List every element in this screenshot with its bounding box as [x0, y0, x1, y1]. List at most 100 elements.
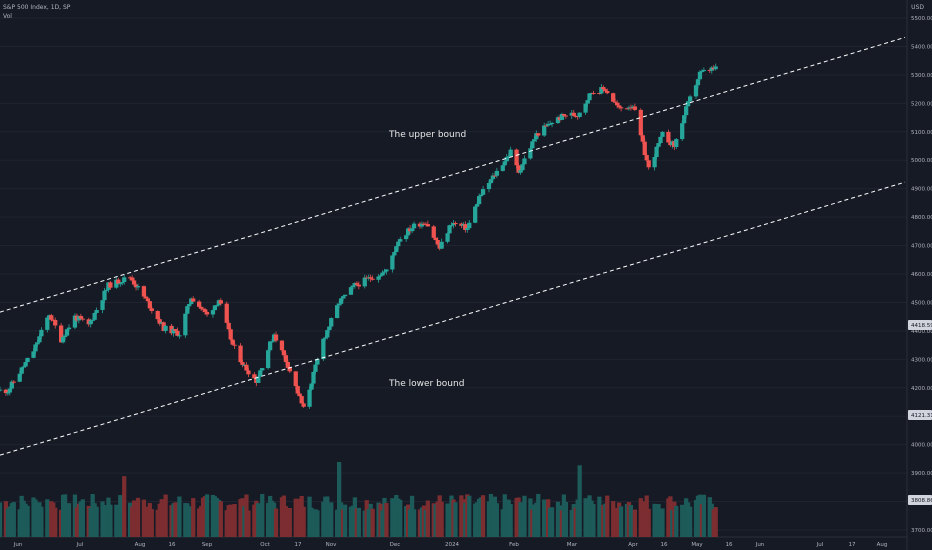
volume-bar	[411, 509, 417, 537]
candle-body	[37, 336, 42, 343]
volume-bar	[453, 502, 458, 537]
candle-body	[368, 277, 373, 279]
y-tick-label: 3900.00	[911, 471, 932, 477]
y-tick-label: 5300.00	[911, 73, 932, 79]
volume-bar	[232, 503, 237, 537]
candle-body	[230, 339, 235, 345]
candle-body	[571, 112, 576, 116]
candle-body	[129, 277, 135, 281]
candle-body	[0, 389, 3, 391]
volume-bar	[329, 502, 334, 537]
candle-body	[528, 148, 533, 159]
candle-body	[293, 371, 298, 387]
candle-body	[350, 285, 356, 288]
x-tick-label: Nov	[326, 542, 337, 548]
volume-bar	[273, 508, 279, 537]
candle-body	[587, 93, 592, 101]
candle-body	[506, 156, 511, 158]
candle-body	[252, 374, 257, 379]
candle-body	[467, 222, 472, 229]
candle-body	[425, 224, 430, 227]
candle-body	[200, 308, 206, 310]
volume-bar	[218, 501, 223, 537]
symbol-title[interactable]: S&P 500 Index, 1D, SP	[3, 4, 71, 11]
candle-body	[475, 204, 480, 207]
candle-body	[313, 364, 318, 372]
candle-body	[336, 303, 342, 306]
volume-bar	[287, 508, 292, 537]
candle-body	[654, 146, 659, 158]
volume-bar	[336, 462, 342, 537]
x-tick-label: Jul	[76, 542, 84, 548]
candle-body	[122, 277, 127, 283]
candle-body	[536, 133, 541, 136]
candle-body	[561, 113, 567, 116]
price-badge	[908, 495, 932, 505]
candle-body	[94, 309, 99, 313]
candle-body	[39, 329, 44, 337]
candle-body	[611, 93, 616, 102]
candle-body	[267, 341, 273, 351]
candle-body	[108, 282, 113, 288]
candle-body	[309, 383, 314, 390]
candle-body	[376, 276, 381, 280]
candle-body	[90, 319, 95, 321]
candle-body	[19, 367, 24, 374]
candle-body	[473, 206, 478, 223]
candle-body	[660, 131, 665, 137]
candle-body	[327, 326, 332, 331]
volume-bar	[618, 506, 624, 537]
candle-body	[163, 325, 168, 331]
candle-body	[356, 284, 361, 287]
candle-body	[439, 241, 444, 249]
volume-bar	[342, 504, 348, 537]
volume-bar	[425, 500, 430, 537]
candle-body	[5, 392, 11, 394]
candle-body	[516, 165, 521, 173]
candle-body	[104, 289, 109, 291]
price-badge	[908, 410, 932, 420]
candle-body	[687, 96, 693, 102]
candle-body	[100, 300, 105, 310]
candle-body	[652, 157, 657, 168]
x-tick-label: May	[691, 542, 703, 548]
candle-body	[116, 279, 121, 284]
candle-body	[680, 123, 685, 140]
candle-body	[133, 284, 139, 288]
candle-body	[25, 357, 30, 363]
candle-body	[555, 117, 561, 124]
volume-bar	[660, 508, 665, 537]
candle-body	[311, 371, 316, 384]
volume-bar	[315, 510, 320, 537]
candle-body	[202, 309, 208, 313]
candle-body	[603, 89, 608, 92]
volume-bar	[163, 494, 168, 537]
channel-line-lower	[0, 181, 906, 456]
candle-body	[145, 298, 151, 302]
volume-bar	[480, 495, 486, 537]
volume-legend[interactable]: Vol	[3, 13, 12, 20]
x-tick-label: 2024	[445, 542, 459, 548]
candle-body	[323, 337, 328, 339]
candle-body	[697, 71, 703, 80]
candle-body	[287, 367, 292, 372]
volume-bar	[713, 507, 718, 537]
candle-body	[45, 317, 50, 330]
candle-body	[228, 329, 233, 340]
volume-bar	[66, 503, 72, 537]
y-tick-label: 4300.00	[911, 357, 932, 363]
candle-body	[488, 179, 494, 184]
candle-body	[701, 69, 707, 72]
y-tick-label: 4500.00	[911, 300, 932, 306]
candle-body	[542, 125, 547, 136]
candle-body	[601, 87, 606, 90]
candle-body	[615, 102, 620, 106]
candle-body	[92, 312, 97, 320]
candle-body	[299, 396, 304, 404]
x-tick-label: Aug	[135, 542, 146, 548]
candle-body	[514, 149, 519, 166]
candle-body	[21, 366, 26, 368]
candle-body	[348, 287, 354, 295]
y-tick-label: 5100.00	[911, 130, 932, 136]
